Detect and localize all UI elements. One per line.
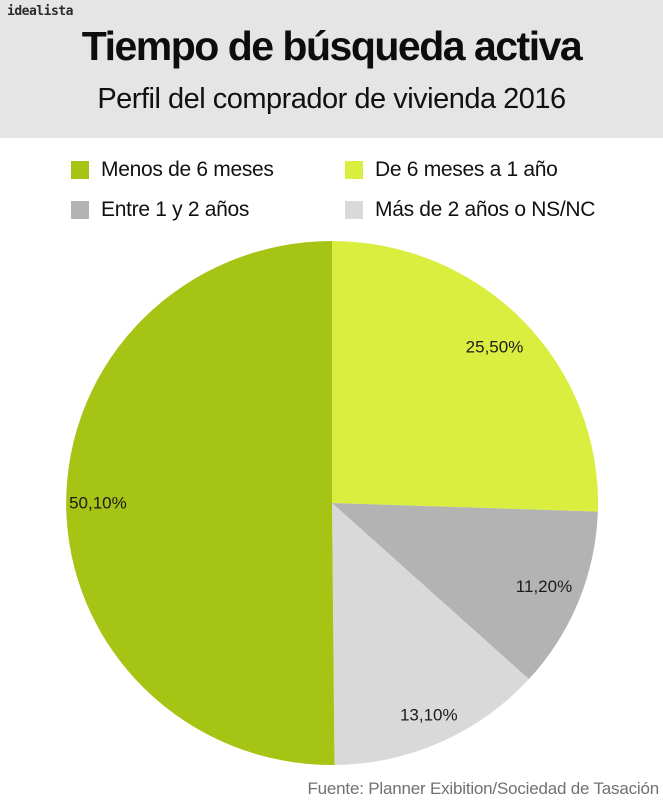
- pie-slice-value-label: 25,50%: [466, 338, 524, 357]
- legend-label: De 6 meses a 1 año: [375, 158, 558, 181]
- pie-slice-value-label: 11,20%: [516, 577, 572, 596]
- pie-slice-value-label: 13,10%: [400, 705, 458, 724]
- chart-subtitle: Perfil del comprador de vivienda 2016: [97, 83, 566, 115]
- legend-label: Menos de 6 meses: [101, 158, 274, 181]
- pie-chart: 25,50% 11,20% 13,10% 50,10%: [66, 241, 599, 765]
- legend-item-menos-de-6-meses: Menos de 6 meses: [71, 158, 345, 182]
- legend-label: Entre 1 y 2 años: [101, 198, 250, 221]
- pie-slice-2: [332, 503, 598, 680]
- source-note: Fuente: Planner Exibition/Sociedad de Ta…: [307, 779, 659, 798]
- legend-swatch-green-light: [345, 161, 363, 179]
- legend-swatch-gray-light: [345, 201, 363, 219]
- legend-swatch-gray-dark: [71, 201, 89, 219]
- legend-item-mas-de-2-anos-o-nsnc: Más de 2 años o NS/NC: [345, 198, 595, 222]
- pie-slice-4: [66, 241, 335, 765]
- pie-slice-value-label: 50,10%: [69, 494, 127, 513]
- idealista-logo: idealista: [7, 4, 73, 19]
- legend-item-entre-1-y-2-anos: Entre 1 y 2 años: [71, 198, 345, 222]
- pie-slice-1: [332, 241, 599, 512]
- legend-item-de-6-meses-a-1-ano: De 6 meses a 1 año: [345, 158, 595, 182]
- header: idealista Tiempo de búsqueda activa Perf…: [0, 0, 663, 138]
- legend: Menos de 6 meses De 6 meses a 1 año Entr…: [71, 158, 595, 222]
- legend-swatch-green-dark: [71, 161, 89, 179]
- pie-slice-3: [332, 503, 529, 765]
- legend-label: Más de 2 años o NS/NC: [375, 198, 596, 221]
- chart-title: Tiempo de búsqueda activa: [81, 23, 583, 69]
